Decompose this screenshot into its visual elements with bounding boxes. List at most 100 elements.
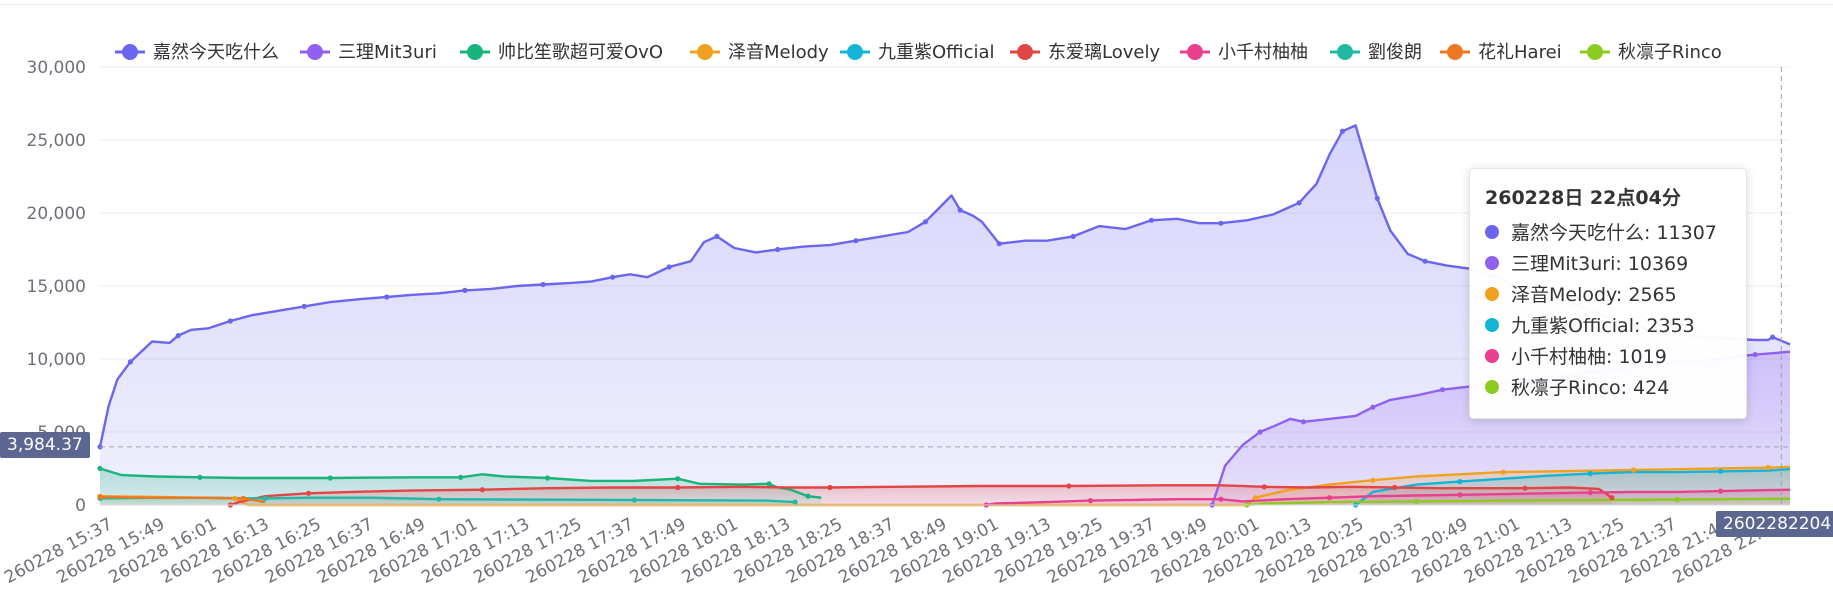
tooltip-row: 嘉然今天吃什么: 11307 — [1485, 216, 1731, 247]
data-point[interactable] — [1413, 498, 1419, 504]
data-point[interactable] — [1374, 195, 1380, 201]
data-point[interactable] — [1261, 484, 1267, 490]
data-point[interactable] — [1148, 217, 1154, 223]
data-point[interactable] — [127, 359, 133, 365]
legend-item-4[interactable]: 九重紫Official — [840, 42, 995, 63]
data-point[interactable] — [384, 294, 390, 300]
data-point[interactable] — [805, 493, 811, 499]
legend-item-5[interactable]: 东爱璃Lovely — [1010, 42, 1160, 63]
tooltip-dot — [1485, 286, 1499, 301]
data-point[interactable] — [327, 475, 333, 481]
data-point[interactable] — [462, 287, 468, 293]
data-point[interactable] — [1296, 200, 1302, 206]
data-point[interactable] — [631, 497, 638, 503]
series-line-2[interactable] — [99, 467, 822, 499]
data-point[interactable] — [479, 487, 485, 493]
series-line-8[interactable] — [99, 495, 266, 504]
legend-item-3[interactable]: 泽音Melody — [690, 42, 829, 63]
data-point[interactable] — [1439, 387, 1445, 393]
data-point[interactable] — [827, 484, 833, 491]
data-point[interactable] — [610, 274, 616, 280]
tooltip-row: 小千村柚柚: 1019 — [1485, 340, 1731, 371]
data-point[interactable] — [305, 490, 312, 496]
legend-label: 泽音Melody — [728, 42, 829, 63]
data-point[interactable] — [301, 303, 307, 309]
data-point[interactable] — [1218, 496, 1224, 502]
data-point[interactable] — [1087, 498, 1094, 504]
data-point[interactable] — [97, 465, 103, 472]
legend-item-8[interactable]: 花礼Harei — [1440, 42, 1562, 63]
tooltip-row-text: 九重紫Official: 2353 — [1511, 315, 1695, 337]
data-point[interactable] — [1752, 352, 1758, 358]
data-point[interactable] — [1631, 467, 1637, 473]
legend-item-6[interactable]: 小千村柚柚 — [1180, 42, 1308, 63]
data-point[interactable] — [1370, 404, 1376, 410]
tooltip: 260228日 22点04分 嘉然今天吃什么: 11307 三理Mit3uri: … — [1469, 168, 1747, 419]
data-point[interactable] — [922, 219, 929, 225]
x-axis-pointer-label: 2602282204 — [1716, 511, 1833, 537]
data-point[interactable] — [1765, 465, 1771, 471]
legend-marker — [847, 44, 863, 60]
data-point[interactable] — [792, 499, 798, 505]
data-point[interactable] — [1500, 469, 1506, 475]
data-point[interactable] — [1392, 484, 1398, 491]
data-point[interactable] — [1587, 471, 1593, 477]
data-point[interactable] — [1070, 233, 1076, 239]
data-point[interactable] — [97, 494, 103, 500]
legend-item-1[interactable]: 三理Mit3uri — [300, 42, 437, 63]
data-point[interactable] — [853, 238, 859, 244]
data-point[interactable] — [1370, 477, 1376, 483]
data-point[interactable] — [1522, 485, 1528, 491]
data-point[interactable] — [675, 476, 681, 482]
legend-item-9[interactable]: 秋凛子Rinco — [1580, 42, 1722, 63]
legend-item-2[interactable]: 帅比笙歌超可爱OvO — [460, 42, 663, 63]
data-point[interactable] — [540, 281, 546, 288]
tooltip-row: 九重紫Official: 2353 — [1485, 309, 1731, 340]
data-point[interactable] — [666, 264, 672, 270]
series-line-5[interactable] — [229, 484, 1613, 507]
data-point[interactable] — [1674, 496, 1680, 503]
data-point[interactable] — [175, 333, 181, 339]
data-point[interactable] — [1066, 483, 1072, 489]
data-point[interactable] — [766, 481, 772, 487]
data-point[interactable] — [1587, 490, 1593, 496]
data-point[interactable] — [1218, 220, 1224, 226]
legend-label: 小千村柚柚 — [1218, 42, 1308, 63]
series-line-9[interactable] — [1246, 497, 1791, 507]
data-point[interactable] — [1457, 479, 1463, 485]
y-tick-label: 0 — [75, 496, 86, 516]
data-point[interactable] — [996, 241, 1002, 247]
legend-item-7[interactable]: 劉俊朗 — [1330, 42, 1422, 63]
data-point[interactable] — [1253, 495, 1259, 501]
data-point[interactable] — [227, 318, 233, 324]
data-point[interactable] — [1339, 128, 1346, 134]
data-point[interactable] — [436, 496, 442, 502]
y-tick-label: 30,000 — [27, 58, 86, 78]
data-point[interactable] — [1717, 468, 1724, 474]
data-point[interactable] — [775, 246, 781, 253]
legend-marker — [1017, 44, 1033, 60]
data-point[interactable] — [1257, 429, 1263, 435]
data-point[interactable] — [1457, 492, 1463, 498]
data-point[interactable] — [458, 474, 464, 480]
tooltip-row-text: 三理Mit3uri: 10369 — [1511, 253, 1689, 275]
data-point[interactable] — [232, 495, 238, 501]
data-point[interactable] — [675, 484, 681, 491]
series-line-6[interactable] — [986, 488, 1791, 507]
series-line-4[interactable] — [1354, 468, 1791, 506]
data-point[interactable] — [1300, 419, 1306, 425]
data-point[interactable] — [1770, 334, 1776, 340]
data-point[interactable] — [197, 474, 203, 480]
data-point[interactable] — [714, 233, 720, 239]
data-point[interactable] — [1422, 258, 1428, 264]
data-point[interactable] — [262, 495, 268, 501]
data-point[interactable] — [1609, 495, 1615, 501]
data-point[interactable] — [1717, 488, 1724, 494]
legend-item-0[interactable]: 嘉然今天吃什么 — [115, 42, 279, 63]
data-point[interactable] — [1326, 495, 1333, 501]
data-point[interactable] — [957, 207, 963, 213]
data-point[interactable] — [544, 475, 551, 481]
data-point[interactable] — [240, 495, 246, 501]
